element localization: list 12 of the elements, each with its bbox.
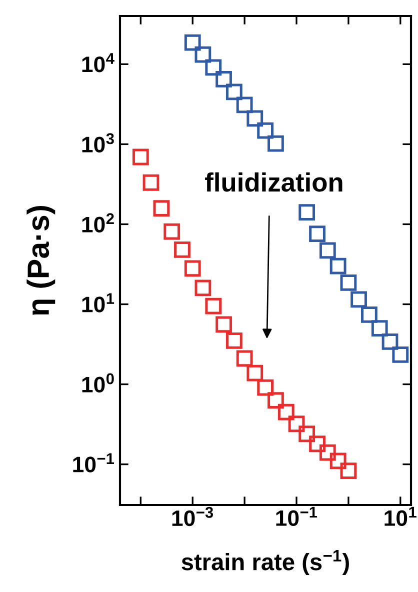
y-tick-label: 10$^{3}$	[82, 133, 114, 152]
y-tick-label: 10$^{2}$	[82, 213, 114, 232]
y-tick-label: 10$^{0}$	[82, 373, 114, 393]
x-tick-label: 10$^{−1}$	[276, 506, 318, 526]
x-tick-label: 10$^{−3}$	[172, 506, 214, 526]
y-tick-label: 10$^{−1}$	[73, 453, 114, 472]
y-tick-label: 10$^{1}$	[82, 293, 114, 312]
x-axis-title: strain rate (s$^{−1}$)	[182, 550, 349, 576]
y-axis-title: η (Pa·s)	[26, 206, 56, 315]
x-tick-label: 10$^{1}$	[384, 506, 416, 526]
y-tick-label: 10$^{4}$	[82, 53, 114, 72]
annotation: fluidization	[205, 172, 342, 192]
